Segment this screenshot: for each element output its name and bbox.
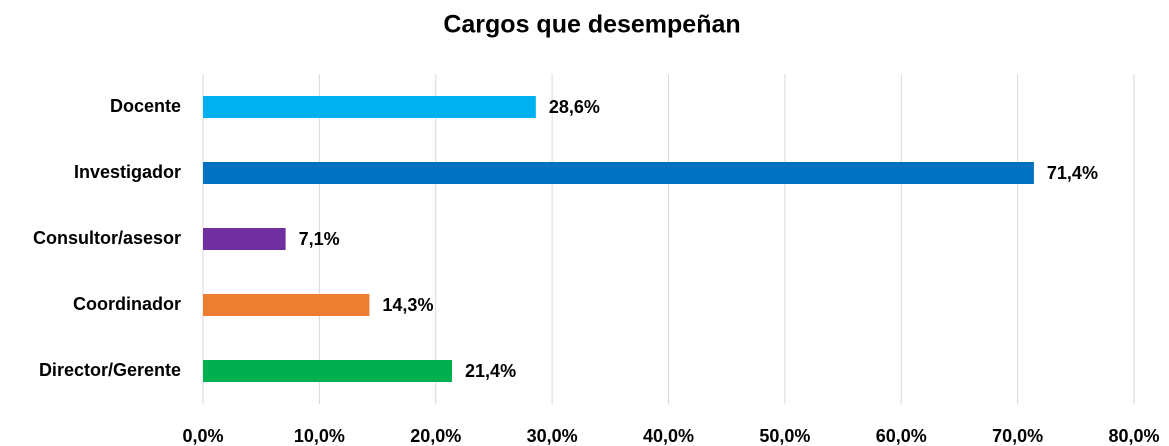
y-tick-label: Investigador [74,162,181,182]
value-label: 14,3% [382,295,433,315]
x-tick-label: 20,0% [410,426,461,446]
x-tick-label: 60,0% [876,426,927,446]
x-tick-label: 40,0% [643,426,694,446]
bar [203,294,370,316]
x-tick-label: 50,0% [759,426,810,446]
y-tick-label: Director/Gerente [39,360,181,380]
value-label: 71,4% [1047,163,1098,183]
x-tick-label: 0,0% [182,426,223,446]
bar [203,228,286,250]
value-label: 7,1% [299,229,340,249]
y-tick-label: Consultor/asesor [33,228,181,248]
y-tick-label: Coordinador [73,294,181,314]
chart-title: Cargos que desempeñan [443,11,740,39]
value-label: 28,6% [549,97,600,117]
value-label: 21,4% [465,361,516,381]
x-tick-label: 80,0% [1108,426,1159,446]
x-tick-label: 30,0% [527,426,578,446]
bar [203,162,1034,184]
x-tick-label: 70,0% [992,426,1043,446]
bar [203,96,536,118]
y-tick-label: Docente [110,96,181,116]
x-tick-label: 10,0% [294,426,345,446]
bar [203,360,453,382]
